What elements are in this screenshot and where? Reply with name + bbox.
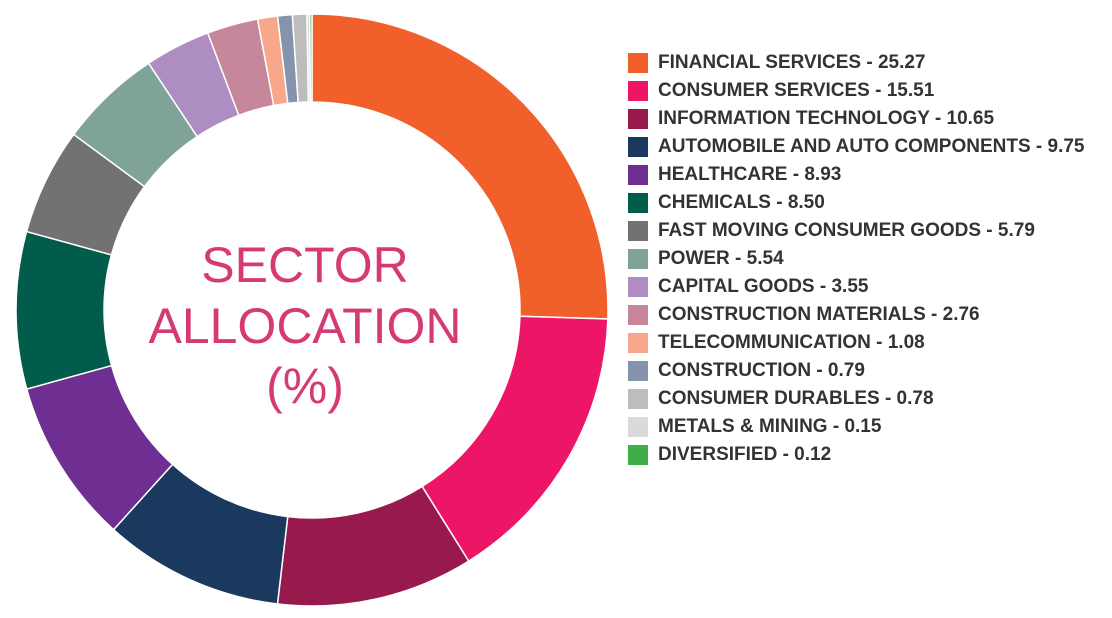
legend-label: CONSUMER DURABLES - 0.78 xyxy=(658,388,934,409)
legend-swatch xyxy=(628,81,648,101)
legend-label: FAST MOVING CONSUMER GOODS - 5.79 xyxy=(658,220,1035,241)
legend-swatch xyxy=(628,389,648,409)
legend-item: CONSUMER SERVICES - 15.51 xyxy=(628,80,1108,103)
legend-item: TELECOMMUNICATION - 1.08 xyxy=(628,332,1108,355)
legend-item: CHEMICALS - 8.50 xyxy=(628,192,1108,215)
legend-item: DIVERSIFIED - 0.12 xyxy=(628,444,1108,467)
donut-slices xyxy=(15,13,609,607)
legend-swatch xyxy=(628,361,648,381)
legend-item: METALS & MINING - 0.15 xyxy=(628,416,1108,439)
sector-allocation-donut-chart: SECTOR ALLOCATION (%) xyxy=(15,13,609,607)
legend-swatch xyxy=(628,417,648,437)
donut-slice-5 xyxy=(15,230,113,390)
legend-item: INFORMATION TECHNOLOGY - 10.65 xyxy=(628,108,1108,131)
legend-label: CHEMICALS - 8.50 xyxy=(658,192,825,213)
donut-slice-14 xyxy=(308,13,313,103)
legend-item: AUTOMOBILE AND AUTO COMPONENTS - 9.75 xyxy=(628,136,1108,159)
legend-item: CONSUMER DURABLES - 0.78 xyxy=(628,388,1108,411)
legend-label: TELECOMMUNICATION - 1.08 xyxy=(658,332,925,353)
legend-item: FINANCIAL SERVICES - 25.27 xyxy=(628,52,1108,75)
center-label-line-1: SECTOR xyxy=(201,237,408,293)
donut-slice-0 xyxy=(311,13,609,320)
center-label-line-3: (%) xyxy=(266,358,344,414)
legend-swatch xyxy=(628,445,648,465)
legend-label: CAPITAL GOODS - 3.55 xyxy=(658,276,869,297)
legend-label: CONSTRUCTION MATERIALS - 2.76 xyxy=(658,304,980,325)
center-label: SECTOR ALLOCATION (%) xyxy=(148,237,461,414)
legend-item: HEALTHCARE - 8.93 xyxy=(628,164,1108,187)
legend-swatch xyxy=(628,109,648,129)
legend-item: CONSTRUCTION MATERIALS - 2.76 xyxy=(628,304,1108,327)
legend-label: DIVERSIFIED - 0.12 xyxy=(658,444,832,465)
legend-label: METALS & MINING - 0.15 xyxy=(658,416,882,437)
legend-label: CONSUMER SERVICES - 15.51 xyxy=(658,80,935,101)
legend-label: FINANCIAL SERVICES - 25.27 xyxy=(658,52,926,73)
legend-swatch xyxy=(628,221,648,241)
legend-item: CAPITAL GOODS - 3.55 xyxy=(628,276,1108,299)
legend-label: CONSTRUCTION - 0.79 xyxy=(658,360,865,381)
legend-swatch xyxy=(628,53,648,73)
legend-item: CONSTRUCTION - 0.79 xyxy=(628,360,1108,383)
legend-swatch xyxy=(628,165,648,185)
legend-swatch xyxy=(628,249,648,269)
legend-swatch xyxy=(628,193,648,213)
legend-swatch xyxy=(628,137,648,157)
legend-item: POWER - 5.54 xyxy=(628,248,1108,271)
legend: FINANCIAL SERVICES - 25.27 CONSUMER SERVI… xyxy=(628,52,1108,472)
legend-swatch xyxy=(628,277,648,297)
legend-item: FAST MOVING CONSUMER GOODS - 5.79 xyxy=(628,220,1108,243)
legend-label: AUTOMOBILE AND AUTO COMPONENTS - 9.75 xyxy=(658,136,1085,157)
legend-label: INFORMATION TECHNOLOGY - 10.65 xyxy=(658,108,995,129)
legend-swatch xyxy=(628,333,648,353)
legend-label: HEALTHCARE - 8.93 xyxy=(658,164,842,185)
legend-swatch xyxy=(628,305,648,325)
legend-label: POWER - 5.54 xyxy=(658,248,784,269)
center-label-line-2: ALLOCATION xyxy=(148,298,461,354)
